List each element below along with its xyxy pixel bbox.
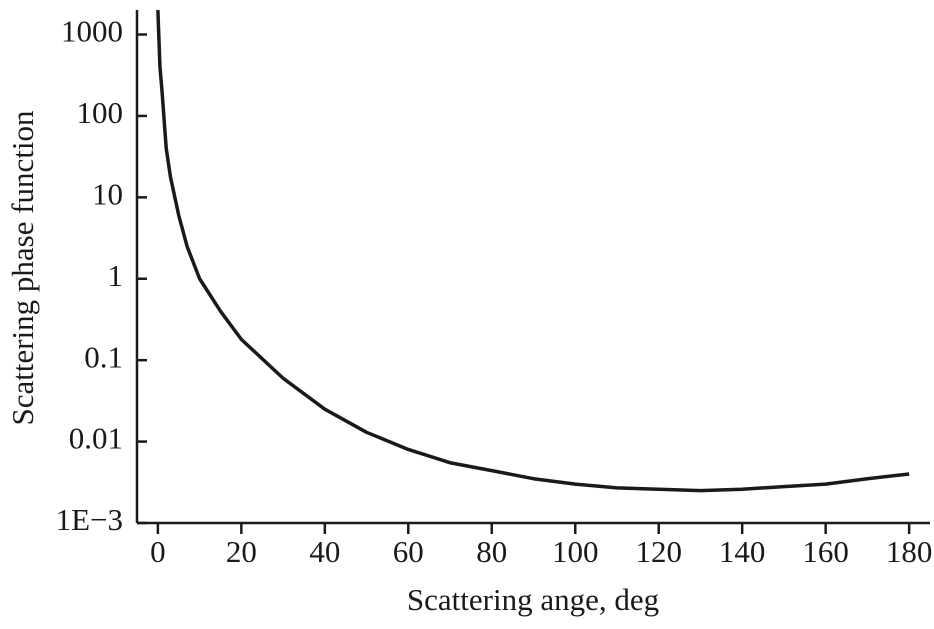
x-tick-label: 120: [635, 534, 682, 569]
y-tick-label: 0.01: [69, 421, 123, 456]
data-line: [156, 9, 910, 493]
x-tick-label: 40: [309, 534, 340, 569]
x-tick-label: 100: [552, 534, 599, 569]
x-axis-label: Scattering ange, deg: [407, 582, 659, 617]
y-tick-label: 0.1: [84, 339, 123, 374]
x-tick-label: 60: [393, 534, 424, 569]
y-tick-label: 100: [77, 95, 124, 130]
x-tick-label: 180: [886, 534, 933, 569]
x-tick-label: 160: [802, 534, 849, 569]
y-tick-label: 1000: [61, 14, 123, 49]
y-tick-label: 1E−3: [56, 502, 123, 537]
x-tick-label: 80: [476, 534, 507, 569]
y-tick-label: 10: [92, 176, 123, 211]
x-tick-label: 140: [719, 534, 766, 569]
y-tick-label: 1: [108, 258, 124, 293]
x-tick-label: 0: [150, 534, 166, 569]
y-axis-label: Scattering phase function: [5, 110, 40, 426]
x-tick-label: 20: [226, 534, 257, 569]
